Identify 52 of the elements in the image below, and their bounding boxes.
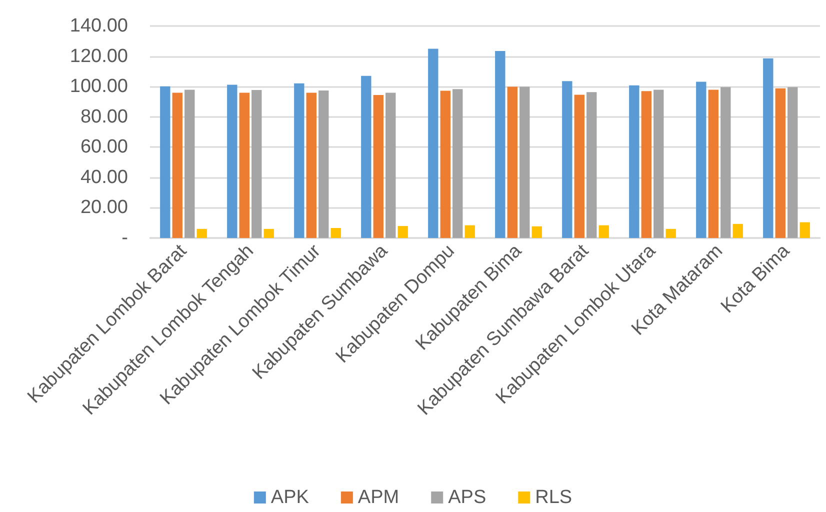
bar (562, 81, 572, 238)
bar (361, 76, 372, 238)
bar (775, 88, 786, 238)
bar (184, 90, 195, 238)
y-tick-label: 120.00 (70, 46, 128, 67)
bar (507, 86, 518, 238)
bar (318, 90, 329, 238)
bar (629, 85, 640, 238)
bar (520, 86, 530, 238)
bar (264, 228, 274, 238)
bar (294, 83, 304, 238)
legend-label: APK (270, 487, 310, 508)
legend-label: APS (448, 487, 486, 508)
bar (386, 92, 396, 238)
bar (532, 226, 542, 238)
bar (227, 84, 238, 238)
bar (239, 92, 250, 238)
bar (373, 95, 384, 238)
bar (641, 91, 652, 238)
bar (654, 90, 664, 238)
bar (708, 90, 718, 238)
y-tick-label: 100.00 (70, 76, 128, 98)
bar (696, 82, 706, 238)
bar (196, 228, 207, 238)
bar (398, 226, 408, 238)
y-tick-label: 60.00 (80, 136, 128, 158)
y-tick-label: - (122, 228, 128, 248)
bar (666, 228, 676, 238)
bar (252, 90, 262, 238)
y-tick-label: 20.00 (80, 197, 128, 218)
bar (788, 87, 798, 238)
y-tick-label: 80.00 (80, 106, 128, 128)
bar (800, 222, 810, 238)
bar (172, 92, 182, 238)
bar (428, 48, 438, 238)
legend-label: RLS (535, 487, 572, 508)
bar (574, 94, 584, 238)
legend-label: APM (358, 487, 400, 508)
bar (495, 50, 506, 238)
bar (598, 225, 609, 238)
bar (160, 86, 170, 238)
bar (306, 92, 316, 238)
bar (720, 87, 731, 238)
y-tick-label: 40.00 (80, 166, 128, 188)
y-tick-label: 140.00 (70, 16, 128, 36)
bar (330, 228, 341, 238)
bar (452, 89, 463, 238)
bar (464, 225, 475, 238)
bar (763, 58, 774, 238)
bar (732, 224, 743, 238)
bar (586, 92, 597, 238)
bar (440, 90, 450, 238)
